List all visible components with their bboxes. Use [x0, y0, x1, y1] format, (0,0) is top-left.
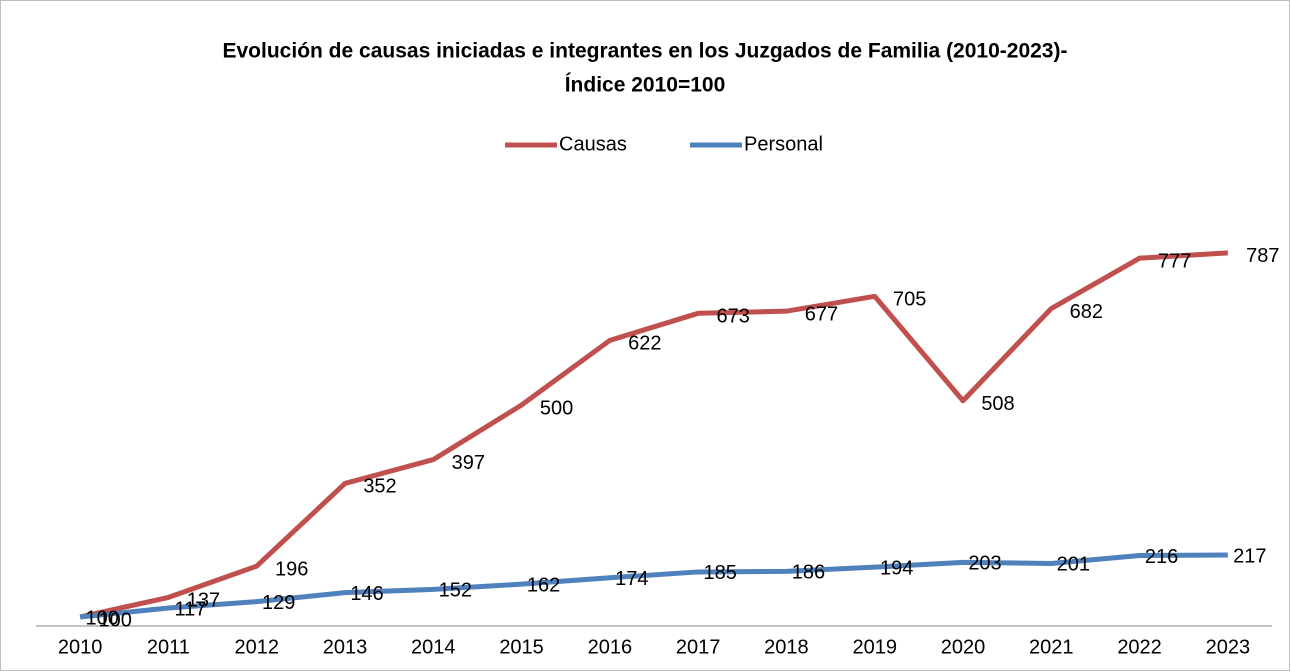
line-series	[79, 552, 1228, 620]
data-label: 682	[1070, 301, 1103, 323]
x-tick-label: 2022	[1117, 636, 1162, 658]
legend-label: Personal	[744, 133, 823, 155]
data-label: 777	[1158, 250, 1191, 272]
data-label: 194	[880, 557, 913, 579]
x-tick-label: 2010	[58, 636, 103, 658]
x-tick-label: 2021	[1029, 636, 1074, 658]
data-label: 500	[540, 397, 573, 419]
data-label: 146	[350, 583, 383, 605]
data-label: 397	[452, 452, 485, 474]
chart-title: Evolución de causas iniciadas e integran…	[223, 40, 1068, 63]
x-tick-label: 2019	[852, 636, 897, 658]
data-label: 203	[968, 553, 1001, 575]
data-label: 201	[1057, 554, 1090, 576]
x-tick-label: 2012	[234, 636, 279, 658]
data-label: 162	[527, 574, 560, 596]
data-label: 196	[275, 558, 308, 580]
data-label: 508	[981, 393, 1014, 415]
data-label: 705	[893, 289, 926, 311]
x-tick-label: 2013	[323, 636, 368, 658]
x-tick-label: 2017	[676, 636, 721, 658]
x-tick-label: 2016	[588, 636, 633, 658]
data-label: 185	[703, 562, 736, 584]
data-label: 129	[262, 592, 295, 614]
data-label: 174	[615, 568, 648, 590]
x-tick-label: 2011	[147, 636, 190, 658]
chart-title: Índice 2010=100	[565, 74, 726, 97]
legend-label: Causas	[559, 133, 627, 155]
x-tick-label: 2020	[941, 636, 986, 658]
data-label: 186	[792, 562, 825, 584]
data-label: 677	[805, 303, 838, 325]
data-label: 117	[174, 598, 206, 620]
x-tick-label: 2018	[764, 636, 809, 658]
data-label: 622	[628, 333, 661, 355]
data-label: 100	[98, 609, 131, 631]
data-label: 152	[439, 580, 472, 602]
x-tick-label: 2015	[499, 636, 544, 658]
data-label: 673	[716, 306, 749, 328]
data-label: 352	[363, 476, 396, 498]
x-tick-label: 2014	[411, 636, 456, 658]
line-series	[79, 250, 1229, 620]
data-label: 137	[187, 590, 220, 612]
data-label: 787	[1246, 245, 1279, 267]
data-label: 100	[85, 607, 118, 629]
x-tick-label: 2023	[1206, 636, 1251, 658]
data-label: 216	[1145, 546, 1178, 568]
data-label: 217	[1233, 545, 1266, 567]
